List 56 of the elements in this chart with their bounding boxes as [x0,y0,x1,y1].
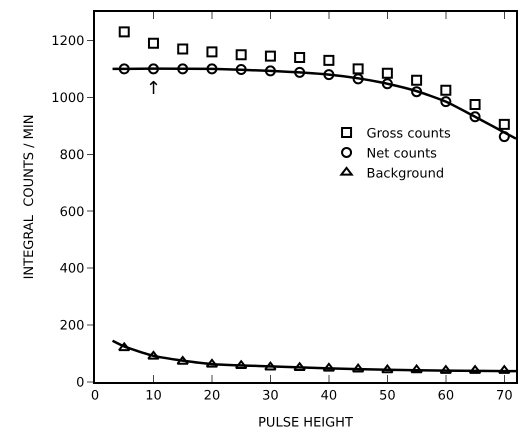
point [323,54,334,66]
point [440,84,452,96]
point [411,74,422,86]
point [118,26,130,38]
x-tick-label: 60 [438,388,454,404]
point [382,78,393,90]
x-tick-label: 40 [320,388,338,404]
annotation: ↑ [146,78,162,99]
point [382,68,393,79]
point [236,49,247,60]
point [176,356,189,365]
point [352,73,364,84]
y-tick-label: 0 [76,376,84,391]
point [498,131,510,142]
x-tick-label: 30 [262,388,279,404]
x-tick-label: 50 [379,388,396,404]
point [294,52,306,64]
point [294,66,306,78]
point [323,69,334,80]
point [148,38,159,49]
x-axis-title: PULSE HEIGHT [258,416,353,431]
point [352,63,364,74]
point [148,63,159,74]
y-tick-label: 200 [60,318,84,334]
legend-label: Net counts [366,146,438,162]
legend-label: Background [366,166,444,182]
point [234,360,248,370]
point [118,342,130,352]
point [470,111,481,122]
y-axis-title: INTEGRAL COUNTS / MIN [22,114,37,280]
y-tick-label: 1000 [51,90,84,106]
point [206,358,218,368]
point [322,362,336,372]
point [264,50,276,62]
x-tick-label: 20 [204,388,220,404]
point [206,46,218,58]
point [177,63,188,74]
point [470,99,481,110]
point [264,65,276,76]
point [293,362,306,372]
point [236,64,247,75]
y-tick-label: 600 [60,204,84,220]
y-tick-label: 800 [60,148,84,163]
point [411,86,422,98]
point [118,63,130,74]
x-tick-label: 10 [145,388,162,404]
y-tick-label: 400 [60,262,84,277]
point [498,118,510,130]
point [147,350,160,360]
legend-label: Gross counts [366,126,451,142]
y-tick-label: 1200 [51,34,84,50]
x-tick-label: 70 [496,388,513,404]
point [440,96,452,108]
point [206,63,218,74]
point [177,44,188,54]
x-tick-label: 0 [90,388,100,404]
